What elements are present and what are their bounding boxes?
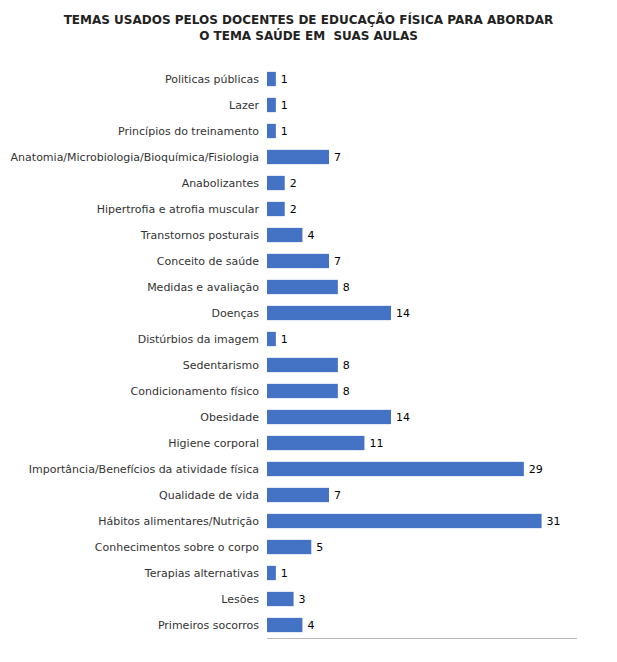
background	[0, 0, 617, 662]
bar	[267, 72, 276, 86]
bar	[267, 254, 329, 268]
x-axis-line	[267, 638, 577, 639]
category-label: Sedentarismo	[183, 359, 260, 372]
data-label: 7	[334, 255, 341, 268]
category-label: Importância/Benefícios da atividade físi…	[29, 463, 259, 476]
data-label: 8	[343, 281, 350, 294]
data-label: 14	[396, 411, 410, 424]
bar	[267, 410, 391, 424]
bar	[267, 488, 329, 502]
category-label: Transtornos posturais	[140, 229, 259, 242]
category-label: Qualidade de vida	[159, 489, 259, 502]
data-label: 11	[369, 437, 383, 450]
bar	[267, 176, 285, 190]
category-label: Medidas e avaliação	[147, 281, 259, 294]
category-label: Anabolizantes	[182, 177, 260, 190]
data-label: 1	[281, 567, 288, 580]
data-label: 1	[281, 99, 288, 112]
bar	[267, 124, 276, 138]
category-label: Conceito de saúde	[157, 255, 259, 268]
category-label: Higiene corporal	[168, 437, 259, 450]
category-label: Condicionamento físico	[131, 385, 260, 398]
bar	[267, 566, 276, 580]
data-label: 5	[316, 541, 323, 554]
category-label: Terapias alternativas	[144, 567, 259, 580]
data-label: 2	[290, 203, 297, 216]
data-label: 8	[343, 359, 350, 372]
category-label: Princípios do treinamento	[118, 125, 259, 138]
category-label: Obesidade	[200, 411, 259, 424]
data-labels: 431531729111488114874227111	[281, 73, 561, 632]
category-label: Hábitos alimentares/Nutrição	[98, 515, 259, 528]
data-label: 1	[281, 73, 288, 86]
category-label: Anatomia/Microbiologia/Bioquímica/Fisiol…	[11, 151, 259, 164]
bar	[267, 540, 311, 554]
bar	[267, 306, 391, 320]
category-label: Lazer	[229, 99, 259, 112]
title-line: O TEMA SAÚDE EM SUAS AULAS	[199, 28, 418, 43]
bar	[267, 514, 542, 528]
title: TEMAS USADOS PELOS DOCENTES DE EDUCAÇÃO …	[64, 12, 554, 43]
data-label: 1	[281, 125, 288, 138]
bar	[267, 228, 302, 242]
y-axis-labels: Primeiros socorros Lesões Terapias alterna…	[11, 73, 260, 632]
bar	[267, 332, 276, 346]
bar	[267, 202, 285, 216]
bar	[267, 280, 338, 294]
category-label: Hipertrofia e atrofia muscular	[97, 203, 260, 216]
data-label: 3	[299, 593, 306, 606]
chart: TEMAS USADOS PELOS DOCENTES DE EDUCAÇÃO …	[0, 0, 617, 662]
bar	[267, 384, 338, 398]
bar	[267, 358, 338, 372]
category-label: Distúrbios da imagem	[138, 333, 259, 346]
data-label: 7	[334, 151, 341, 164]
data-label: 4	[307, 619, 314, 632]
data-label: 29	[529, 463, 543, 476]
category-label: Doenças	[212, 307, 260, 320]
category-label: Conhecimentos sobre o corpo	[95, 541, 259, 554]
bar	[267, 436, 364, 450]
bar	[267, 150, 329, 164]
category-label: Politicas públicas	[165, 73, 259, 86]
data-label: 7	[334, 489, 341, 502]
data-label: 31	[547, 515, 561, 528]
bars	[267, 72, 542, 632]
data-label: 8	[343, 385, 350, 398]
data-label: 4	[307, 229, 314, 242]
title-line: TEMAS USADOS PELOS DOCENTES DE EDUCAÇÃO …	[64, 12, 554, 27]
category-label: Primeiros socorros	[158, 619, 259, 632]
bar	[267, 618, 302, 632]
data-label: 14	[396, 307, 410, 320]
category-label: Lesões	[221, 593, 259, 606]
data-label: 1	[281, 333, 288, 346]
data-label: 2	[290, 177, 297, 190]
bar	[267, 462, 524, 476]
bar	[267, 98, 276, 112]
bar	[267, 592, 294, 606]
